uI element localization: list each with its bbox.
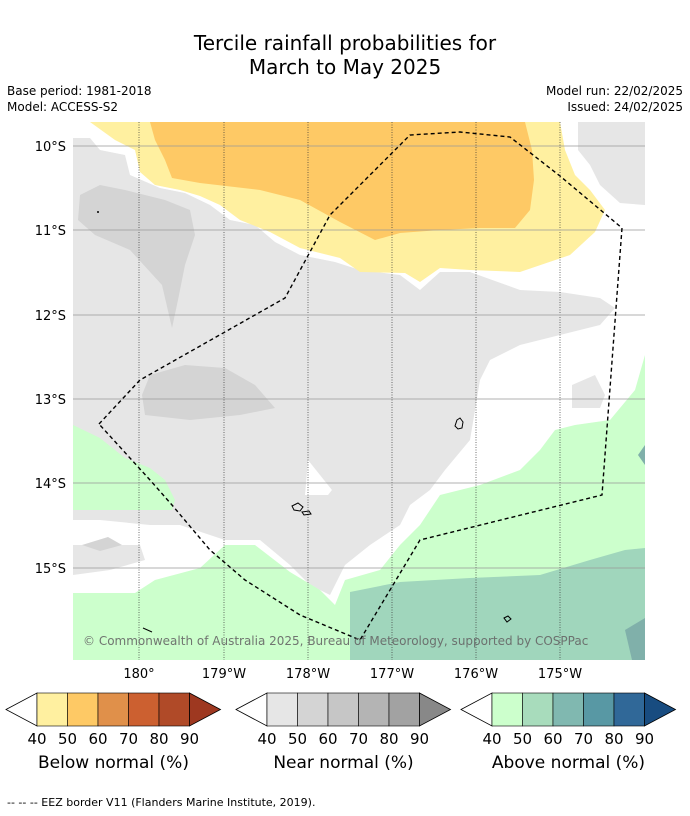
colorbar-tick-label: 80 <box>604 730 623 748</box>
colorbar-overflow-triangle <box>189 692 222 727</box>
chart-title: Tercile rainfall probabilities for March… <box>0 31 690 79</box>
lon-label: 176°W <box>454 667 498 682</box>
colorbar-segment <box>358 692 390 727</box>
above-normal-60-region <box>625 618 645 660</box>
colorbar-tick-label: 40 <box>482 730 501 748</box>
lat-label: 12°S <box>35 309 66 324</box>
colorbar-above: 40 50 60 70 80 90 <box>460 692 677 748</box>
colorbar-segment <box>552 692 584 727</box>
colorbar-tick-label: 60 <box>318 730 337 748</box>
colorbar-segment <box>491 692 523 727</box>
colorbar-tick-label: 70 <box>574 730 593 748</box>
colorbar-tick-label: 50 <box>58 730 77 748</box>
near-normal-region-e <box>572 375 605 408</box>
eez-border <box>98 131 623 641</box>
colorbar-segment <box>266 692 298 727</box>
map-panel <box>73 122 645 660</box>
island-a <box>454 417 464 430</box>
lat-label: 15°S <box>35 562 66 577</box>
colorbar-tick-label: 50 <box>288 730 307 748</box>
title-line-2: March to May 2025 <box>248 55 442 79</box>
neutral-gap <box>305 460 332 495</box>
colorbar-overflow-triangle <box>644 692 677 727</box>
island-b <box>291 502 304 512</box>
colorbar-tick-label: 50 <box>513 730 532 748</box>
colorbar-label-near: Near normal (%) <box>273 753 414 773</box>
colorbar-tick-label: 60 <box>543 730 562 748</box>
lat-labels: 10°S 11°S 12°S 13°S 14°S 15°S <box>35 140 66 577</box>
near-normal-50-region-mid <box>142 365 275 420</box>
longitude-lines <box>138 122 561 660</box>
colorbar-segment <box>67 692 99 727</box>
colorbar-segment <box>36 692 68 727</box>
lat-label: 14°S <box>35 477 66 492</box>
near-normal-region-ne <box>578 122 645 205</box>
near-normal-region-main <box>73 138 615 595</box>
colorbar-overflow-triangle <box>419 692 452 727</box>
above-normal-60-region-e <box>638 445 645 465</box>
colorbar-tick-label: 80 <box>379 730 398 748</box>
colorbar-tick-label: 90 <box>410 730 429 748</box>
colorbar-tick-label: 70 <box>119 730 138 748</box>
colorbar-tick-label: 60 <box>88 730 107 748</box>
near-normal-50-region-west <box>78 185 195 328</box>
below-normal-50-region <box>150 122 534 240</box>
lon-label: 180° <box>123 667 154 682</box>
latitude-lines <box>73 145 645 569</box>
lon-label: 175°W <box>538 667 582 682</box>
colorbar-underflow-triangle <box>235 692 268 727</box>
colorbar-tick-label: 70 <box>349 730 368 748</box>
colorbar-segment <box>388 692 420 727</box>
island-e <box>97 211 99 213</box>
above-normal-50-region <box>350 548 645 660</box>
colorbar-tick-label: 90 <box>635 730 654 748</box>
island-f <box>142 627 153 633</box>
colorbar-underflow-triangle <box>460 692 493 727</box>
colorbar-tick-label: 90 <box>180 730 199 748</box>
base-period: Base period: 1981-2018 <box>7 84 152 98</box>
lat-label: 11°S <box>35 224 66 239</box>
lon-label: 177°W <box>370 667 414 682</box>
colorbar-near: 40 50 60 70 80 90 <box>235 692 452 748</box>
island-d <box>503 615 512 623</box>
colorbars: 40 50 60 70 80 90 40 50 60 70 80 90 40 50 60 70 80 90 <box>5 692 677 748</box>
lon-label: 179°W <box>202 667 246 682</box>
meta-left: Base period: 1981-2018 Model: ACCESS-S2 <box>7 83 152 115</box>
colorbar-segment <box>128 692 160 727</box>
colorbar-tick-label: 80 <box>149 730 168 748</box>
lon-label: 178°W <box>286 667 330 682</box>
map-credit: © Commonwealth of Australia 2025, Bureau… <box>83 634 588 648</box>
colorbar-tick-label: 40 <box>27 730 46 748</box>
model-run: Model run: 22/02/2025 <box>545 84 683 98</box>
island-c <box>301 510 312 516</box>
lon-labels: 180° 179°W 178°W 177°W 176°W 175°W <box>123 667 582 682</box>
colorbar-label-below: Below normal (%) <box>38 753 189 773</box>
colorbar-segment <box>522 692 554 727</box>
eez-footnote: -- -- -- EEZ border V11 (Flanders Marine… <box>7 796 316 809</box>
above-normal-40-region-west <box>73 425 175 510</box>
colorbar-underflow-triangle <box>5 692 38 727</box>
colorbar-label-above: Above normal (%) <box>491 753 646 773</box>
title-line-1: Tercile rainfall probabilities for <box>193 31 497 55</box>
colorbar-segment <box>327 692 359 727</box>
colorbar-segment <box>97 692 129 727</box>
colorbar-below: 40 50 60 70 80 90 <box>5 692 222 748</box>
near-normal-region-lower <box>73 545 145 575</box>
colorbar-tick-label: 40 <box>257 730 276 748</box>
lat-label: 13°S <box>35 393 66 408</box>
colorbar-segment <box>297 692 329 727</box>
meta-right: Model run: 22/02/2025 Issued: 24/02/2025 <box>546 83 683 115</box>
lat-label: 10°S <box>35 140 66 155</box>
colorbar-segment <box>158 692 190 727</box>
issued-date: Issued: 24/02/2025 <box>567 100 683 114</box>
model-name: Model: ACCESS-S2 <box>7 100 119 114</box>
colorbar-segment <box>583 692 615 727</box>
near-normal-50-region-sw <box>82 537 122 551</box>
colorbar-segment <box>613 692 645 727</box>
